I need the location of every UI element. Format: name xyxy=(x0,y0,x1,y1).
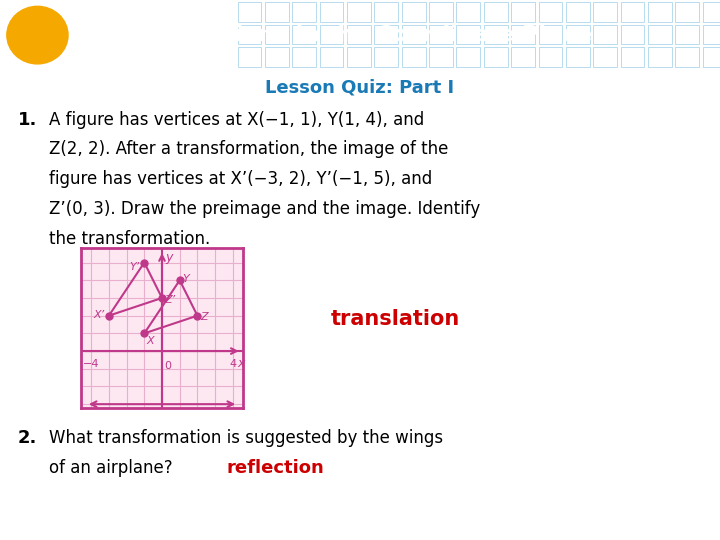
Bar xyxy=(621,47,644,66)
Bar xyxy=(593,47,617,66)
Text: of an airplane?: of an airplane? xyxy=(49,459,173,477)
Bar xyxy=(648,2,672,22)
Bar xyxy=(320,47,343,66)
Bar xyxy=(593,2,617,22)
Text: Y’: Y’ xyxy=(130,262,140,272)
Bar xyxy=(238,2,261,22)
Bar xyxy=(456,25,480,44)
Bar xyxy=(265,47,289,66)
Bar xyxy=(566,25,590,44)
Bar xyxy=(320,2,343,22)
Bar xyxy=(566,47,590,66)
Bar xyxy=(648,25,672,44)
Text: X: X xyxy=(146,336,154,346)
Bar xyxy=(292,47,316,66)
Bar xyxy=(539,2,562,22)
Text: Lesson Quiz: Part I: Lesson Quiz: Part I xyxy=(266,78,454,96)
Text: 0: 0 xyxy=(164,361,171,371)
Bar xyxy=(429,25,453,44)
Bar xyxy=(675,47,699,66)
Text: 2.: 2. xyxy=(18,429,37,447)
Text: X’: X’ xyxy=(94,310,105,320)
Bar xyxy=(238,47,261,66)
Bar xyxy=(320,25,343,44)
Text: Z’: Z’ xyxy=(164,295,175,305)
Bar xyxy=(703,25,720,44)
Text: x: x xyxy=(237,357,245,370)
Bar xyxy=(374,2,398,22)
Text: Copyright © by Holt Mc Dougal. All Rights Reserved.: Copyright © by Holt Mc Dougal. All Right… xyxy=(413,517,706,528)
Text: −4: −4 xyxy=(83,359,99,369)
Bar xyxy=(347,2,371,22)
Bar xyxy=(511,47,535,66)
Bar xyxy=(292,25,316,44)
Bar xyxy=(484,25,508,44)
Bar xyxy=(648,47,672,66)
Bar xyxy=(265,2,289,22)
Text: 1.: 1. xyxy=(18,111,37,129)
Bar xyxy=(675,2,699,22)
Bar xyxy=(675,25,699,44)
Bar xyxy=(703,47,720,66)
Text: figure has vertices at X’(−3, 2), Y’(−1, 5), and: figure has vertices at X’(−3, 2), Y’(−1,… xyxy=(49,170,432,188)
Text: translation: translation xyxy=(331,308,461,329)
Bar xyxy=(456,2,480,22)
Text: 4: 4 xyxy=(229,359,236,369)
Bar xyxy=(511,25,535,44)
Bar xyxy=(511,2,535,22)
Bar xyxy=(484,2,508,22)
Bar xyxy=(593,25,617,44)
Bar xyxy=(539,25,562,44)
Text: reflection: reflection xyxy=(227,459,325,477)
Bar xyxy=(374,47,398,66)
Bar xyxy=(703,2,720,22)
Bar xyxy=(347,25,371,44)
Bar xyxy=(484,47,508,66)
Text: Z: Z xyxy=(200,312,207,321)
Bar xyxy=(292,2,316,22)
Bar xyxy=(402,25,426,44)
Bar xyxy=(402,2,426,22)
Bar xyxy=(539,47,562,66)
Bar xyxy=(621,2,644,22)
Text: Y: Y xyxy=(182,274,189,285)
Bar xyxy=(238,25,261,44)
Bar xyxy=(347,47,371,66)
Text: What transformation is suggested by the wings: What transformation is suggested by the … xyxy=(49,429,443,447)
Bar xyxy=(456,47,480,66)
Ellipse shape xyxy=(6,6,68,64)
Bar xyxy=(429,2,453,22)
Text: Holt McDougal Geometry: Holt McDougal Geometry xyxy=(14,516,172,529)
Text: y: y xyxy=(165,251,173,264)
Bar xyxy=(429,47,453,66)
Text: A figure has vertices at X(−1, 1), Y(1, 4), and: A figure has vertices at X(−1, 1), Y(1, … xyxy=(49,111,424,129)
Bar xyxy=(402,47,426,66)
Text: Z(2, 2). After a transformation, the image of the: Z(2, 2). After a transformation, the ima… xyxy=(49,140,449,158)
Text: the transformation.: the transformation. xyxy=(49,230,210,247)
Bar xyxy=(621,25,644,44)
Bar xyxy=(566,2,590,22)
Text: Transformations in the Coordinate Plane: Transformations in the Coordinate Plane xyxy=(83,25,592,45)
Bar xyxy=(265,25,289,44)
Text: Z’(0, 3). Draw the preimage and the image. Identify: Z’(0, 3). Draw the preimage and the imag… xyxy=(49,200,480,218)
Bar xyxy=(374,25,398,44)
